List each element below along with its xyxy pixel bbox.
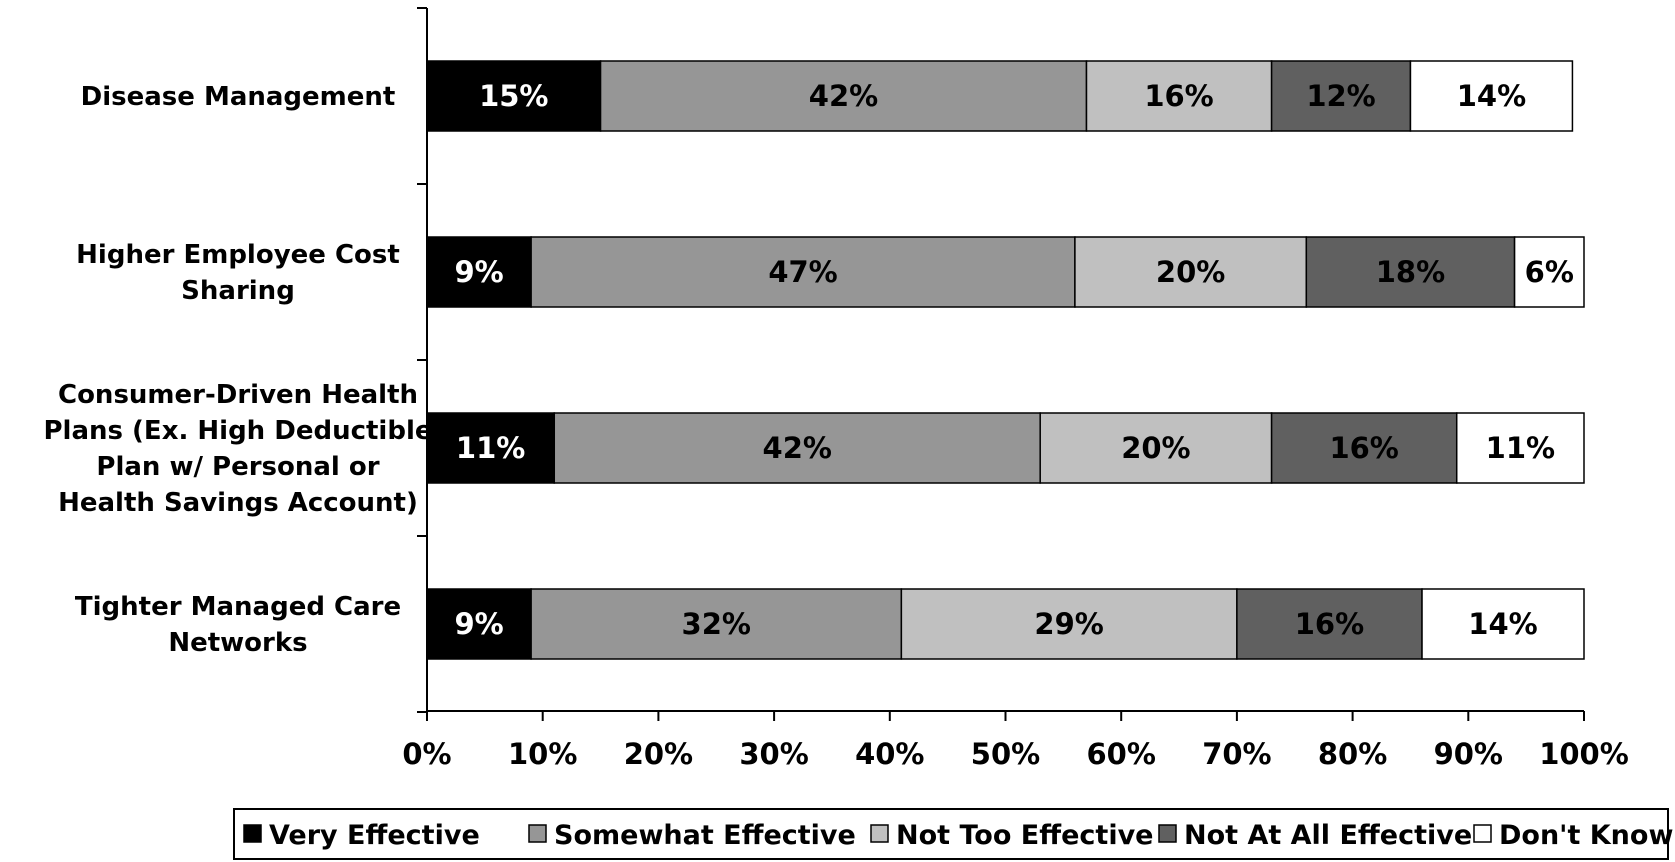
category-label-1: Disease Management [81,82,396,112]
labels-layer: 15% 42% 16% 12% 14% Disease Management 9% 47% 20… [44,79,1574,658]
bar-don-t-know-3 [1455,412,1585,484]
category-label-line: Higher Employee Cost [76,240,400,270]
x-tick-label: 40% [855,737,924,771]
legend-swatch-somewhat-effective [528,824,547,843]
data-label-don-t-know-3: 11% [1486,431,1555,465]
data-label-not-at-all-effective-1: 12% [1306,79,1375,113]
category-label-line: Plan w/ Personal or [96,452,379,482]
category-label-4: Tighter Managed Care Networks [75,592,401,658]
legend-label-not-at-all-effective: Not At All Effective [1184,820,1472,851]
category-label-3: Consumer-Driven Health Plans (Ex. High De… [44,380,433,518]
data-label-not-too-effective-3: 20% [1121,431,1190,465]
data-label-very-effective-4: 9% [454,607,503,641]
data-label-not-at-all-effective-4: 16% [1295,607,1364,641]
bar-not-at-all-effective-4 [1236,588,1423,660]
legend-label-not-too-effective: Not Too Effective [896,820,1154,851]
data-label-not-too-effective-4: 29% [1034,607,1103,641]
data-label-don-t-know-4: 14% [1468,607,1537,641]
legend-label-very-effective: Very Effective [269,820,480,851]
bar-not-too-effective-1 [1085,60,1273,132]
data-label-not-too-effective-2: 20% [1156,255,1225,289]
bar-not-at-all-effective-2 [1305,236,1516,308]
bars-layer [426,60,1585,660]
category-label-line: Plans (Ex. High Deductible [44,416,433,446]
data-label-not-too-effective-1: 16% [1144,79,1213,113]
axes-layer: 0% 10% 20% 30% 40% 50% 60% 70% 80% 90% 100% [402,7,1629,771]
data-label-don-t-know-2: 6% [1525,255,1574,289]
category-label-line: Health Savings Account) [58,488,418,518]
bar-somewhat-effective-4 [530,588,903,660]
x-tick-label: 60% [1086,737,1155,771]
x-tick-label: 0% [402,737,451,771]
legend-swatch-not-at-all-effective [1158,824,1177,843]
data-label-somewhat-effective-4: 32% [682,607,751,641]
data-label-very-effective-2: 9% [454,255,503,289]
category-label-line: Networks [168,628,307,658]
data-label-don-t-know-1: 14% [1457,79,1526,113]
data-label-somewhat-effective-1: 42% [809,79,878,113]
x-tick-label: 10% [508,737,577,771]
bar-don-t-know-2 [1513,236,1585,308]
legend-swatch-very-effective [243,824,262,843]
category-label-line: Sharing [181,276,295,306]
bar-somewhat-effective-3 [553,412,1041,484]
legend: Very Effective Somewhat Effective Not Too … [233,808,1673,860]
x-tick-label: 80% [1318,737,1387,771]
data-label-somewhat-effective-3: 42% [763,431,832,465]
legend-swatch-not-too-effective [870,824,889,843]
category-label-line: Disease Management [81,82,396,112]
bar-not-at-all-effective-3 [1270,412,1458,484]
data-label-very-effective-1: 15% [479,79,548,113]
data-label-somewhat-effective-2: 47% [768,255,837,289]
x-tick-label: 30% [739,737,808,771]
data-label-not-at-all-effective-2: 18% [1376,255,1445,289]
x-tick-label: 100% [1539,737,1629,771]
x-tick-label: 50% [971,737,1040,771]
bar-not-too-effective-2 [1074,236,1308,308]
bar-somewhat-effective-2 [530,236,1076,308]
bar-don-t-know-1 [1409,60,1574,132]
legend-swatch-don-t-know [1473,824,1492,843]
legend-box [233,808,1669,860]
x-tick-label: 20% [624,737,693,771]
legend-label-somewhat-effective: Somewhat Effective [554,820,856,851]
legend-label-don-t-know: Don't Know [1499,820,1673,851]
data-label-very-effective-3: 11% [456,431,525,465]
bar-not-too-effective-4 [900,588,1238,660]
data-label-not-at-all-effective-3: 16% [1329,431,1398,465]
bar-not-too-effective-3 [1039,412,1273,484]
bar-somewhat-effective-1 [599,60,1088,132]
category-label-line: Consumer-Driven Health [58,380,418,410]
bar-very-effective-1 [426,60,602,132]
category-label-line: Tighter Managed Care [75,592,401,622]
x-tick-label: 70% [1202,737,1271,771]
category-label-2: Higher Employee Cost Sharing [76,240,400,306]
x-tick-label: 90% [1434,737,1503,771]
bar-don-t-know-4 [1421,588,1585,660]
